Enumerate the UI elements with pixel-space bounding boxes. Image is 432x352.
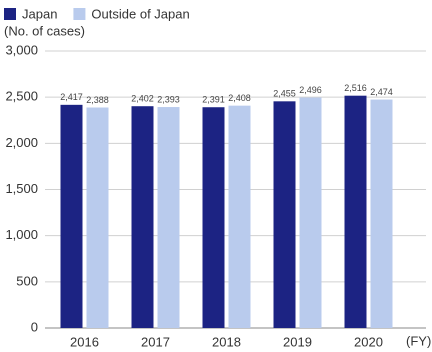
y-tick-label: 2,000 bbox=[5, 135, 38, 150]
x-tick-label: 2018 bbox=[212, 334, 241, 349]
legend-swatch bbox=[73, 8, 86, 20]
y-tick-label: 0 bbox=[31, 319, 38, 334]
bar bbox=[60, 104, 83, 329]
y-tick-label: 3,000 bbox=[5, 42, 38, 57]
legend-label: Outside of Japan bbox=[91, 6, 189, 21]
value-label: 2,393 bbox=[157, 94, 180, 104]
bar bbox=[131, 106, 154, 328]
bar bbox=[157, 107, 180, 329]
y-tick-label: 1,000 bbox=[5, 227, 38, 242]
value-label: 2,391 bbox=[202, 95, 225, 105]
value-label: 2,408 bbox=[228, 93, 251, 103]
x-axis-unit: (FY) bbox=[406, 333, 431, 348]
legend-label: Japan bbox=[22, 6, 57, 21]
bar bbox=[202, 107, 225, 328]
bar bbox=[273, 101, 296, 329]
bar bbox=[370, 99, 393, 328]
bar bbox=[86, 107, 109, 329]
y-tick-label: 1,500 bbox=[5, 181, 38, 196]
legend-swatch bbox=[4, 8, 16, 20]
value-label: 2,516 bbox=[344, 83, 367, 93]
value-label: 2,496 bbox=[299, 85, 322, 95]
y-tick-label: 500 bbox=[16, 273, 38, 288]
x-tick-label: 2016 bbox=[70, 334, 99, 349]
y-tick-label: 2,500 bbox=[5, 89, 38, 104]
bar bbox=[344, 95, 367, 328]
value-label: 2,388 bbox=[86, 95, 109, 105]
bar bbox=[228, 105, 251, 328]
value-label: 2,474 bbox=[370, 87, 393, 97]
bar bbox=[299, 97, 322, 328]
x-tick-label: 2020 bbox=[354, 334, 383, 349]
y-axis-label: (No. of cases) bbox=[4, 23, 85, 38]
value-label: 2,402 bbox=[131, 94, 154, 104]
x-tick-label: 2017 bbox=[141, 334, 170, 349]
value-label: 2,455 bbox=[273, 89, 296, 99]
value-label: 2,417 bbox=[60, 92, 83, 102]
x-tick-label: 2019 bbox=[283, 334, 312, 349]
